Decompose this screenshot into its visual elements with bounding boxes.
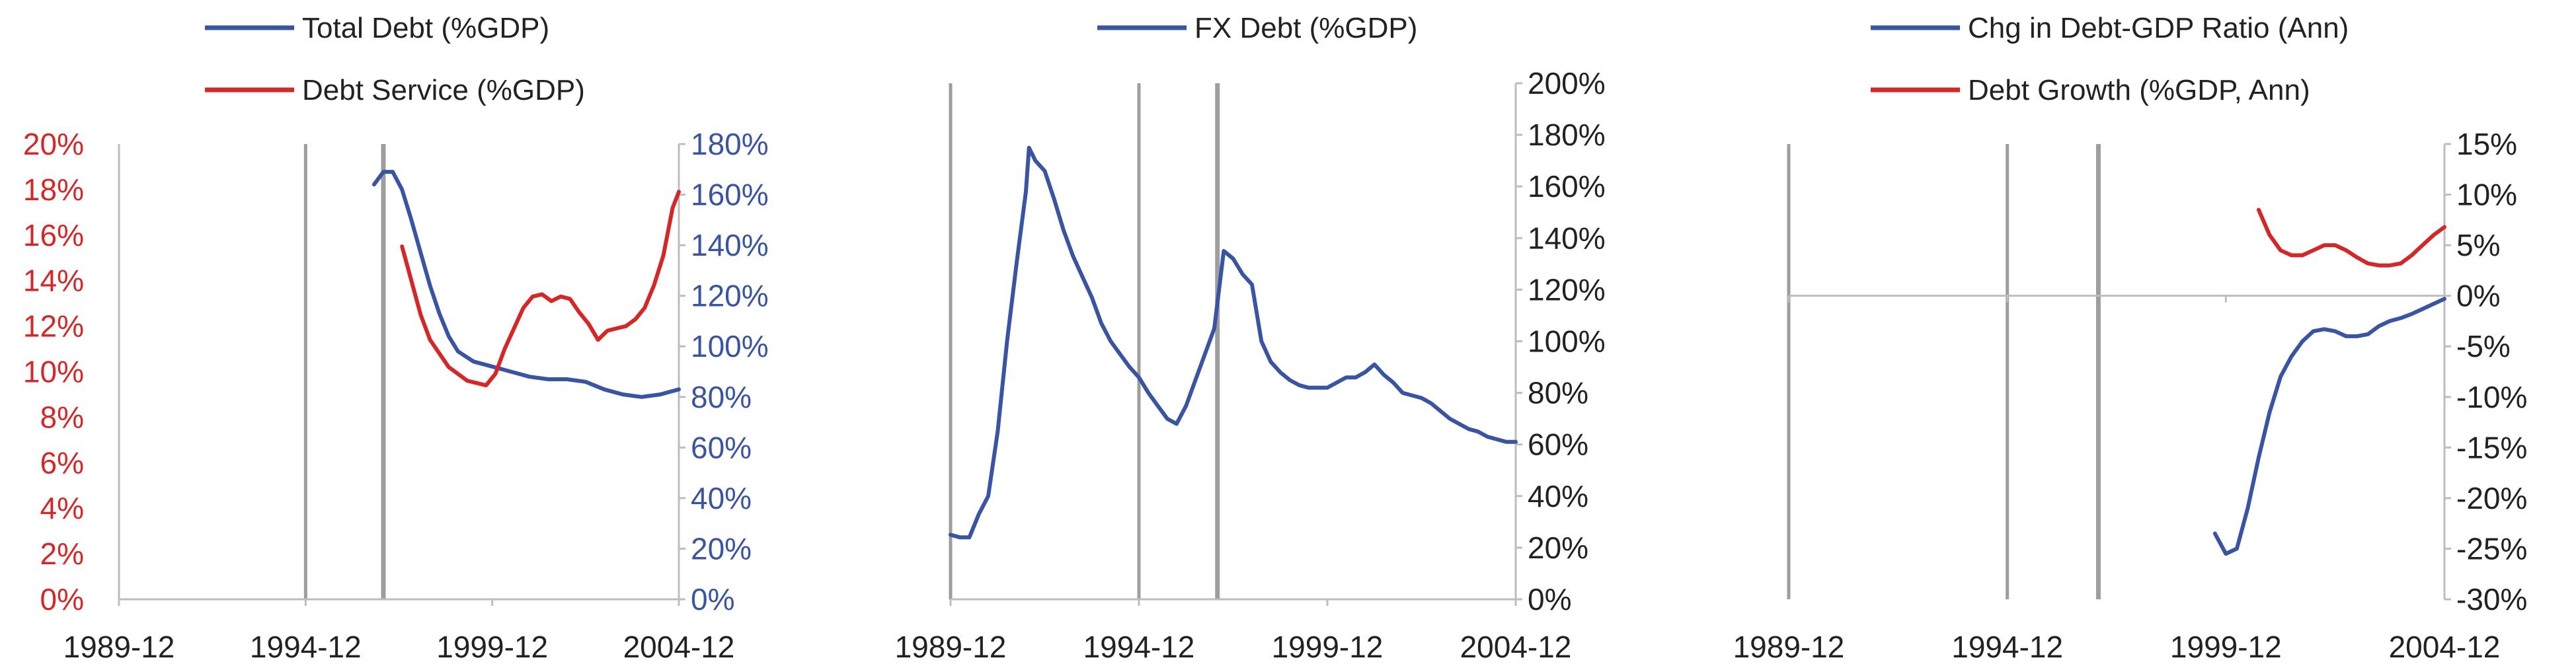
x-tick-label: 1989-12: [63, 630, 175, 664]
y-left-tick-label: 8%: [40, 400, 84, 434]
y-left-tick-label: 16%: [23, 218, 84, 252]
x-tick-label: 1994-12: [1083, 630, 1195, 664]
y-right-tick-label: 60%: [691, 430, 752, 464]
y-left-tick-label: 20%: [23, 127, 84, 161]
panel-debt-ratio-change: 1989-12 1994-12 1999-12 2004-12 15% 10% 5% 0% -5…: [1733, 12, 2528, 664]
x-tick-label: 2004-12: [2389, 630, 2501, 664]
y-right-tick-label: 100%: [1528, 324, 1606, 359]
y-left-tick-label: 2%: [40, 537, 84, 571]
y-right-tick-label: -5%: [2456, 329, 2511, 363]
y-right-tick-label: 80%: [691, 380, 752, 414]
panel-total-debt-and-debt-service: 1989-12 1994-12 1999-12 2004-12 0% 2% 4% 6% 8% 10…: [23, 12, 769, 664]
x-tick-label: 1994-12: [250, 630, 362, 664]
y-left-tick-label: 0%: [40, 582, 84, 616]
y-left-tick-label: 12%: [23, 309, 84, 344]
legend-label: Debt Growth (%GDP, Ann): [1968, 74, 2310, 106]
y-right-tick-label: -25%: [2456, 531, 2527, 566]
series-line-fx-debt-gdp: [949, 145, 1518, 540]
x-tick-label: 1999-12: [1272, 630, 1384, 664]
x-tick-label: 2004-12: [623, 630, 735, 664]
y-right-tick-label: 140%: [691, 228, 769, 262]
legend-label: Total Debt (%GDP): [302, 12, 549, 44]
y-left-tick-label: 6%: [40, 445, 84, 480]
x-tick-label: 1989-12: [1733, 630, 1845, 664]
y-right-tick-label: -20%: [2456, 481, 2527, 515]
y-right-tick-label: 40%: [1528, 479, 1588, 513]
y-right-tick-label: 60%: [1528, 427, 1588, 462]
y-right-tick-label: 180%: [1528, 118, 1606, 152]
y-right-tick-label: 160%: [1528, 169, 1606, 204]
y-left-tick-label: 18%: [23, 172, 84, 207]
y-right-tick-label: 0%: [2456, 279, 2500, 313]
y-right-tick-label: 80%: [1528, 376, 1588, 410]
y-right-tick-label: 10%: [2456, 178, 2517, 212]
y-right-tick-label: 120%: [691, 279, 769, 313]
series-line-debt-growth-gdp-ann: [2256, 207, 2446, 268]
series-line-total-debt-gdp: [371, 170, 681, 399]
y-right-tick-label: -15%: [2456, 430, 2527, 464]
y-left-tick-label: 4%: [40, 491, 84, 525]
x-tick-label: 1994-12: [1951, 630, 2063, 664]
y-right-tick-label: -10%: [2456, 380, 2527, 414]
x-tick-label: 1989-12: [895, 630, 1007, 664]
y-right-tick-label: 100%: [691, 329, 769, 363]
y-right-tick-label: -30%: [2456, 582, 2527, 616]
legend-label: FX Debt (%GDP): [1194, 12, 1417, 44]
y-right-tick-label: 20%: [691, 531, 752, 566]
y-right-tick-label: 15%: [2456, 127, 2517, 161]
series-line-chg-in-debt-gdp-ratio-ann: [2212, 297, 2446, 556]
y-right-tick-label: 160%: [691, 178, 769, 212]
y-right-tick-label: 40%: [691, 481, 752, 515]
legend-label: Debt Service (%GDP): [302, 74, 585, 106]
y-right-tick-label: 5%: [2456, 228, 2500, 262]
y-right-tick-label: 20%: [1528, 531, 1588, 565]
y-right-tick-label: 0%: [1528, 582, 1571, 616]
y-right-tick-label: 120%: [1528, 272, 1606, 307]
y-right-tick-label: 140%: [1528, 221, 1606, 255]
y-right-tick-label: 180%: [691, 127, 769, 161]
y-right-tick-label: 0%: [691, 582, 734, 616]
panel-fx-debt: 1989-12 1994-12 1999-12 2004-12 0% 20% 40% 60% 8…: [895, 12, 1606, 664]
x-tick-label: 2004-12: [1460, 630, 1572, 664]
x-tick-label: 1999-12: [2170, 630, 2282, 664]
x-tick-label: 1999-12: [436, 630, 548, 664]
y-right-tick-label: 200%: [1528, 66, 1606, 100]
y-left-tick-label: 14%: [23, 264, 84, 298]
y-left-tick-label: 10%: [23, 355, 84, 389]
series-line-debt-service-gdp: [400, 190, 681, 388]
legend-label: Chg in Debt-GDP Ratio (Ann): [1968, 12, 2349, 44]
